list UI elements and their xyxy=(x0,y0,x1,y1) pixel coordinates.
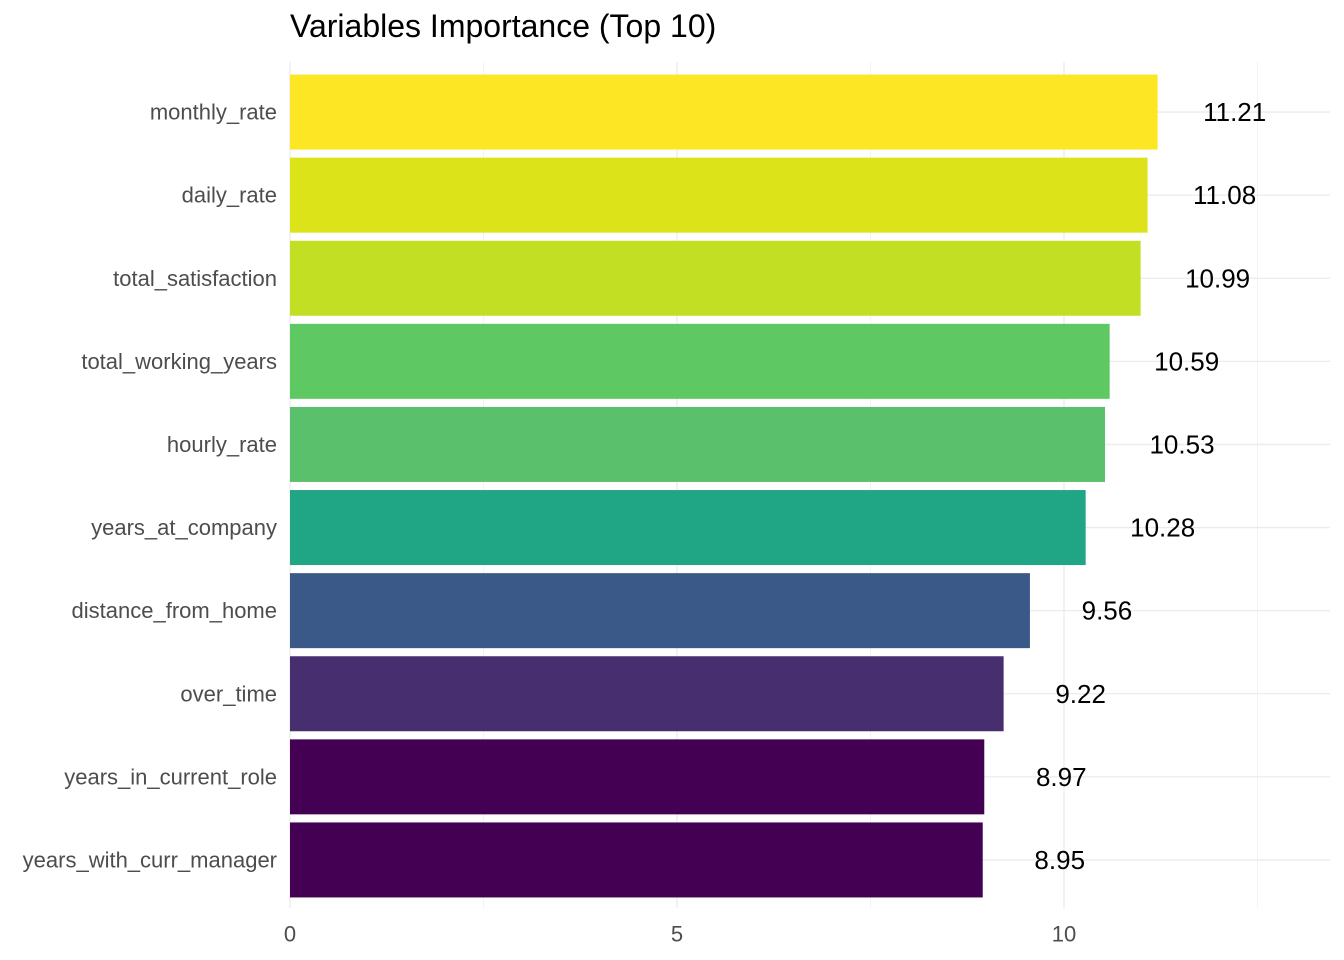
data-label-years_in_current_role: 8.97 xyxy=(1036,762,1087,792)
bar-years_at_company xyxy=(290,490,1086,566)
data-label-total_satisfaction: 10.99 xyxy=(1185,263,1250,293)
data-label-hourly_rate: 10.53 xyxy=(1149,429,1214,459)
y-tick-label: distance_from_home xyxy=(72,598,277,623)
bars xyxy=(290,74,1158,898)
data-label-over_time: 9.22 xyxy=(1055,679,1106,709)
bar-monthly_rate xyxy=(290,74,1158,150)
y-axis-ticks: monthly_rate daily_rate total_satisfaction… xyxy=(23,100,277,873)
bar-total_working_years xyxy=(290,323,1110,399)
y-tick-label: years_in_current_role xyxy=(64,764,277,789)
y-tick-label: total_working_years xyxy=(81,349,277,374)
bar-years_with_curr_manager xyxy=(290,822,983,898)
y-tick-label: monthly_rate xyxy=(150,100,277,125)
bar-hourly_rate xyxy=(290,406,1106,482)
x-tick-label: 0 xyxy=(284,922,296,947)
y-tick-label: total_satisfaction xyxy=(113,266,277,291)
bar-over_time xyxy=(290,656,1004,732)
y-tick-label: years_with_curr_manager xyxy=(23,847,277,872)
y-tick-label: hourly_rate xyxy=(167,432,277,457)
data-label-years_at_company: 10.28 xyxy=(1130,513,1195,543)
data-label-years_with_curr_manager: 8.95 xyxy=(1034,845,1085,875)
x-tick-label: 10 xyxy=(1052,922,1076,947)
bar-total_satisfaction xyxy=(290,240,1141,316)
data-label-distance_from_home: 9.56 xyxy=(1082,596,1133,626)
chart-title: Variables Importance (Top 10) xyxy=(290,8,717,44)
x-tick-label: 5 xyxy=(671,922,683,947)
bar-years_in_current_role xyxy=(290,739,985,815)
data-label-monthly_rate: 11.21 xyxy=(1203,97,1266,127)
data-labels: 11.21 11.08 10.99 10.59 10.53 10.28 9.56 9.22 8.… xyxy=(1034,97,1266,875)
y-tick-label: over_time xyxy=(180,681,277,706)
y-tick-label: years_at_company xyxy=(91,515,277,540)
y-tick-label: daily_rate xyxy=(182,183,277,208)
x-axis-ticks: 0 5 10 xyxy=(284,922,1076,947)
bar-distance_from_home xyxy=(290,573,1030,649)
bar-daily_rate xyxy=(290,157,1148,233)
data-label-daily_rate: 11.08 xyxy=(1193,180,1256,210)
data-label-total_working_years: 10.59 xyxy=(1154,346,1219,376)
